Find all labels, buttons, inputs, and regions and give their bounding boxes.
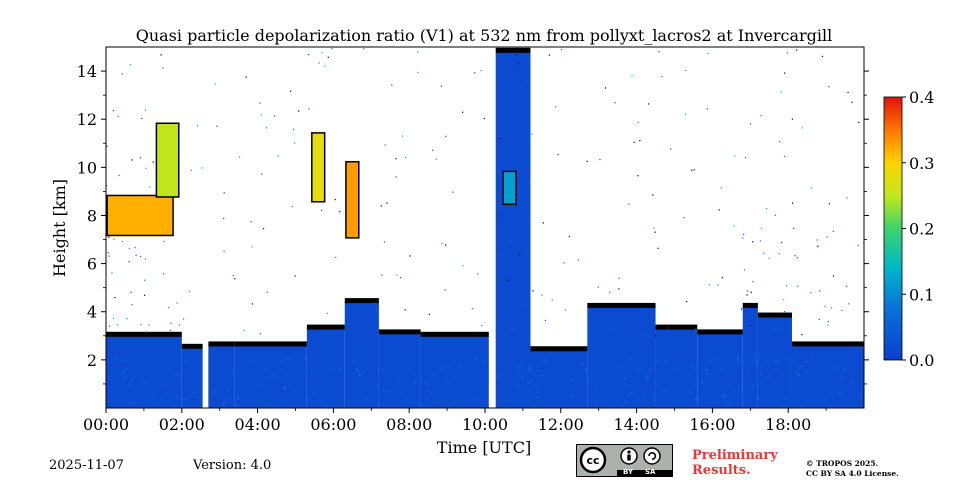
x-axis: 00:00 02:00 04:00 06:00 08:00 10:00 12:00 14:00… xyxy=(83,408,827,434)
feature-cirrus-01h-top xyxy=(157,124,179,197)
aerosol-segment-13 xyxy=(742,306,758,408)
badge-sa-label: SA xyxy=(645,468,656,476)
x-tick-label-9: 18:00 xyxy=(765,415,811,434)
aerosol-segment-3 xyxy=(234,345,307,408)
feature-cloud-07h xyxy=(346,162,359,238)
heatmap-area xyxy=(106,47,864,408)
badge-by-label: BY xyxy=(623,468,634,476)
x-tick-label-2: 04:00 xyxy=(235,415,281,434)
svg-text:cc: cc xyxy=(586,454,599,467)
y-axis: 2 4 6 8 10 12 14 xyxy=(77,62,869,385)
y-axis-label: Height [km] xyxy=(50,179,69,277)
preliminary-notice: Preliminary Results. xyxy=(692,448,778,478)
boundary-top-2 xyxy=(208,341,235,347)
aerosol-segment-11 xyxy=(655,328,698,408)
upper-noise xyxy=(106,48,864,337)
boundary-top-12 xyxy=(697,329,743,335)
layer-top-boundaries xyxy=(106,47,864,352)
aerosol-segment-6 xyxy=(378,333,421,408)
feature-plume-10h xyxy=(503,172,516,204)
boundary-top-14 xyxy=(757,312,792,318)
boundary-top-11 xyxy=(655,324,698,330)
data-gap-1 xyxy=(489,47,496,408)
y-tick-label-2: 6 xyxy=(87,255,97,274)
boundary-top-5 xyxy=(344,298,379,304)
boundary-top-4 xyxy=(306,324,345,330)
boundary-top-3 xyxy=(234,341,307,347)
cbar-tick-label-3: 0.3 xyxy=(909,154,934,173)
x-tick-label-7: 14:00 xyxy=(614,415,660,434)
x-tick-label-1: 02:00 xyxy=(159,415,205,434)
cbar-tick-label-4: 0.4 xyxy=(909,88,934,107)
aerosol-segment-5 xyxy=(344,302,379,408)
y-tick-label-1: 4 xyxy=(87,303,97,322)
x-tick-label-6: 12:00 xyxy=(538,415,584,434)
near-ground-speckle xyxy=(106,355,861,408)
aerosol-segment-8 xyxy=(495,51,531,408)
y-tick-label-5: 12 xyxy=(77,110,97,129)
cc-icon xyxy=(579,446,607,474)
boundary-top-7 xyxy=(420,331,489,337)
x-tick-label-4: 08:00 xyxy=(386,415,432,434)
aerosol-segment-0 xyxy=(106,335,182,408)
x-tick-label-3: 06:00 xyxy=(310,415,356,434)
colorbar-ticks: 0.0 0.1 0.2 0.3 0.4 xyxy=(902,88,934,370)
boundary-top-0 xyxy=(106,331,182,337)
aerosol-segment-9 xyxy=(530,350,588,408)
y-tick-label-6: 14 xyxy=(77,62,97,81)
boundary-top-8 xyxy=(495,47,531,53)
x-tick-label-5: 10:00 xyxy=(462,415,508,434)
boundary-top-13 xyxy=(742,302,758,308)
x-tick-label-0: 00:00 xyxy=(83,415,129,434)
cc-license-badge: cc BY SA xyxy=(576,444,673,477)
sa-icon xyxy=(643,447,661,465)
feature-cloud-06h xyxy=(312,133,324,202)
chart-title: Quasi particle depolarization ratio (V1)… xyxy=(136,26,833,45)
footer-version: Version: 4.0 xyxy=(193,458,272,473)
colorbar xyxy=(883,96,903,361)
x-tick-label-8: 16:00 xyxy=(689,415,735,434)
boundary-top-15 xyxy=(791,341,864,347)
y-tick-label-4: 10 xyxy=(77,158,97,177)
aerosol-segment-2 xyxy=(208,345,235,408)
preliminary-line1: Preliminary xyxy=(692,448,778,463)
cbar-tick-label-1: 0.1 xyxy=(909,285,934,304)
aerosol-segment-10 xyxy=(587,306,656,408)
y-tick-label-3: 8 xyxy=(87,206,97,225)
boundary-top-9 xyxy=(530,346,588,352)
aerosol-segment-15 xyxy=(791,345,864,408)
data-gap-0 xyxy=(202,47,209,408)
aerosol-segment-4 xyxy=(306,328,345,408)
copyright-line1: © TROPOS 2025. xyxy=(806,459,879,468)
aerosol-segment-7 xyxy=(420,335,489,408)
x-axis-label: Time [UTC] xyxy=(437,438,531,457)
preliminary-line2: Results. xyxy=(692,463,751,478)
cbar-tick-label-2: 0.2 xyxy=(909,220,934,239)
y-tick-label-0: 2 xyxy=(87,351,97,370)
copyright-line2: CC BY SA 4.0 License. xyxy=(806,469,899,478)
boundary-top-10 xyxy=(587,302,656,308)
boundary-top-6 xyxy=(378,329,421,335)
boundary-top-1 xyxy=(181,343,209,349)
feature-cirrus-01h xyxy=(107,196,173,235)
aerosol-layer xyxy=(106,51,864,408)
footer-date: 2025-11-07 xyxy=(49,458,124,473)
copyright-notice: © TROPOS 2025. CC BY SA 4.0 License. xyxy=(806,459,899,479)
cbar-tick-label-0: 0.0 xyxy=(909,351,934,370)
